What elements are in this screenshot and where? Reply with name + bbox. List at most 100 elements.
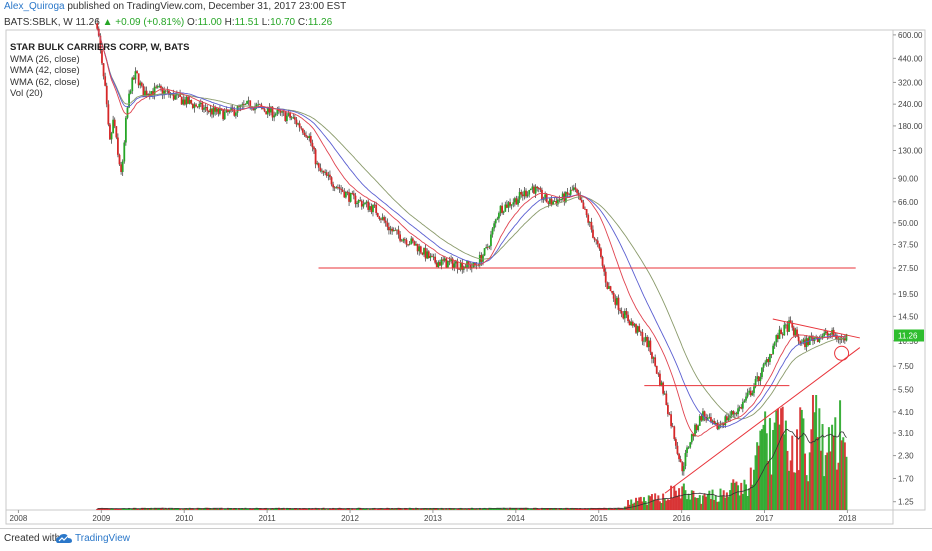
candle-body — [164, 90, 167, 92]
volume-bar — [193, 509, 196, 510]
candle-body — [419, 246, 422, 253]
volume-bar — [293, 508, 296, 510]
volume-bar — [182, 509, 185, 510]
volume-bar — [579, 508, 582, 510]
volume-bar — [269, 508, 272, 510]
candle-body — [227, 109, 229, 113]
candle-body — [504, 204, 507, 212]
tradingview-brand[interactable]: TradingView — [56, 531, 130, 547]
volume-bar — [325, 509, 328, 510]
candle-body — [136, 71, 138, 74]
volume-bar — [698, 495, 701, 510]
candle-body — [574, 187, 577, 190]
candle-body — [762, 364, 765, 368]
candle-body — [152, 91, 154, 95]
volume-bar — [657, 495, 660, 510]
legend-item-vol: Vol (20) — [10, 88, 43, 100]
candle-body — [649, 340, 652, 353]
candle-body — [631, 321, 634, 326]
volume-bar — [252, 508, 255, 510]
candle-body — [447, 261, 449, 268]
candle-body — [794, 329, 797, 336]
volume-bar — [762, 424, 765, 510]
volume-bar — [572, 508, 575, 510]
candle-body — [124, 117, 127, 143]
candle-body — [501, 205, 504, 213]
volume-bar — [810, 429, 813, 510]
volume-bar — [226, 508, 229, 510]
price-chart[interactable]: 600.00 440.00 320.00 240.00 180.00 130.00 90.0… — [0, 0, 932, 528]
volume-bar — [580, 509, 583, 510]
candle-body — [132, 77, 135, 80]
volume-bar — [367, 509, 370, 510]
volume-bar — [665, 500, 668, 510]
volume-bar — [639, 496, 642, 510]
candle-body — [837, 339, 840, 340]
volume-bar — [242, 508, 245, 510]
candle-body — [397, 229, 400, 235]
y-tick-label: 5.50 — [898, 386, 914, 395]
candle-body — [201, 102, 204, 110]
candle-body — [348, 192, 350, 202]
volume-bar — [190, 508, 193, 510]
candle-body — [179, 93, 181, 97]
volume-bar — [781, 406, 784, 510]
candle-body — [341, 189, 344, 192]
volume-bar — [265, 507, 268, 510]
candle-body — [281, 111, 284, 113]
volume-bar — [303, 508, 306, 510]
candle-body — [225, 109, 228, 113]
volume-bar — [526, 508, 529, 510]
candle-body — [482, 255, 484, 262]
volume-bar — [614, 508, 617, 510]
candle-body — [234, 112, 237, 116]
volume-bar — [725, 492, 728, 510]
y-tick-label: 90.00 — [898, 174, 919, 183]
candle-body — [493, 223, 496, 229]
volume-bar — [378, 508, 381, 510]
tradingview-brand-label: TradingView — [75, 533, 131, 544]
volume-bar — [448, 507, 451, 510]
volume-bar — [684, 490, 687, 510]
candle-body — [525, 190, 527, 197]
volume-bar — [840, 440, 843, 510]
volume-bar — [364, 508, 367, 510]
volume-bar — [478, 507, 481, 510]
candle-body — [118, 154, 121, 165]
volume-bar — [351, 508, 354, 510]
candle-body — [660, 382, 663, 386]
candle-body — [230, 107, 232, 111]
volume-bar — [287, 508, 290, 510]
candle-body — [681, 462, 684, 472]
candle-body — [791, 323, 794, 328]
candle-body — [553, 201, 556, 202]
candle-body — [335, 187, 338, 189]
candle-body — [295, 119, 298, 125]
volume-bar — [254, 508, 257, 510]
volume-bar — [151, 509, 154, 510]
volume-bar — [319, 509, 322, 510]
candle-body — [561, 193, 564, 199]
candle-body — [842, 338, 845, 340]
candle-body — [737, 408, 739, 415]
volume-bar — [188, 507, 191, 510]
volume-bar — [454, 509, 457, 510]
candle-body — [708, 417, 711, 418]
candle-body — [265, 111, 268, 115]
candle-body — [614, 298, 617, 305]
candle-body — [443, 258, 446, 261]
volume-bar — [175, 508, 178, 510]
author-link[interactable]: Alex_Quiroga — [4, 1, 65, 12]
volume-bar — [418, 509, 421, 510]
volume-bar — [807, 481, 810, 510]
candle-body — [483, 248, 486, 256]
candle-body — [474, 262, 476, 266]
candle-body — [601, 256, 604, 266]
volume-bar — [620, 508, 623, 510]
candle-body — [627, 314, 629, 322]
candle-body — [667, 404, 669, 415]
volume-bar — [201, 508, 204, 510]
candle-body — [131, 77, 134, 92]
candle-body — [105, 85, 108, 105]
volume-bar — [756, 442, 759, 510]
